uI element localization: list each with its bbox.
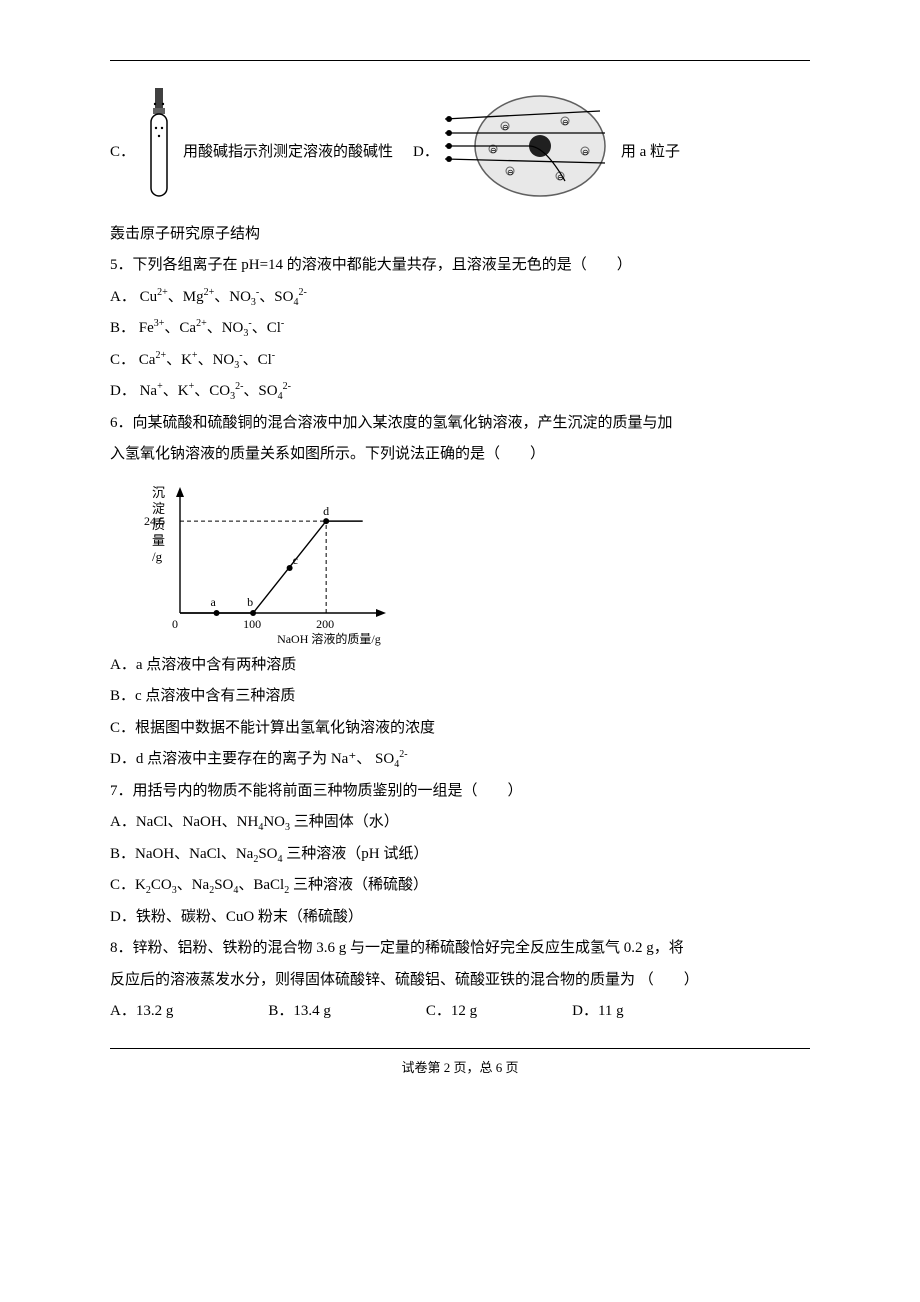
q7-stem: 7．用括号内的物质不能将前面三种物质鉴别的一组是（ ） [110,776,810,808]
q8-options: A．13.2 g B．13.4 g C．12 g D．11 g [110,996,810,1028]
svg-text:d: d [323,504,329,518]
q5-c: C． Ca2+、K+、NO3-、Cl- [110,345,810,377]
q6-b: B．c 点溶液中含有三种溶质 [110,681,810,713]
q6-a: A．a 点溶液中含有两种溶质 [110,650,810,682]
q5-d-ions: Na+、K+、CO32-、SO42- [140,376,291,408]
page-footer: 试卷第 2 页，总 6 页 [110,1054,810,1081]
q8-b: B．13.4 g [268,996,331,1028]
q7-b-text: B．NaOH、NaCl、Na2SO4 三种溶液（pH 试纸） [110,846,428,862]
q7-a: A．NaCl、NaOH、NH4NO3 三种固体（水） [110,807,810,839]
q5-a-ions: Cu2+、Mg2+、NO3-、SO42- [140,282,307,314]
atom-diagram-icon: ⊖ ⊖ ⊖ ⊖ ⊖ ⊖ 1 2 3 4 [445,91,615,214]
q5-a-prefix: A． [110,289,136,305]
page: C． 用酸碱指示剂测定溶液的酸碱性 D． ⊖ ⊖ ⊖ ⊖ [0,0,920,1302]
q7-b: B．NaOH、NaCl、Na2SO4 三种溶液（pH 试纸） [110,839,810,871]
q7-c: C．K2CO3、Na2SO4、BaCl2 三种溶液（稀硫酸） [110,870,810,902]
svg-text:100: 100 [243,617,261,631]
q7-d: D．铁粉、碳粉、CuO 粉末（稀硫酸） [110,902,810,934]
svg-text:0: 0 [172,617,178,631]
q7-a-text: A．NaCl、NaOH、NH4NO3 三种固体（水） [110,814,399,830]
option-c-caption: 用酸碱指示剂测定溶液的酸碱性 [183,137,393,169]
q6-stem2: 入氢氧化钠溶液的质量关系如图所示。下列说法正确的是（ ） [110,439,810,471]
q5-c-ions: Ca2+、K+、NO3-、Cl- [139,345,275,377]
q6-stem1: 6．向某硫酸和硫酸铜的混合溶液中加入某浓度的氢氧化钠溶液，产生沉淀的质量与加 [110,408,810,440]
svg-text:c: c [293,553,298,567]
svg-text:NaOH 溶液的质量/g: NaOH 溶液的质量/g [277,631,381,646]
option-row-cd: C． 用酸碱指示剂测定溶液的酸碱性 D． ⊖ ⊖ ⊖ ⊖ [110,86,810,219]
top-rule [110,60,810,61]
svg-text:b: b [247,595,253,609]
q8-stem1: 8．锌粉、铝粉、铁粉的混合物 3.6 g 与一定量的稀硫酸恰好完全反应生成氢气 … [110,933,810,965]
q5-b-ions: Fe3+、Ca2+、NO3-、Cl- [139,313,285,345]
svg-text:a: a [211,595,217,609]
bottom-rule [110,1048,810,1049]
q5-b-prefix: B． [110,320,135,336]
q5-d-prefix: D． [110,383,136,399]
q5-d: D． Na+、K+、CO32-、SO42- [110,376,810,408]
svg-text:⊖: ⊖ [562,118,569,127]
option-d-tail: 用 a 粒子 [621,137,680,169]
q8-c: C．12 g [426,996,477,1028]
q8-d: D．11 g [572,996,624,1028]
q6-d-pre: D．d 点溶液中主要存在的离子为 Na⁺、 [110,751,371,767]
q5-a: A． Cu2+、Mg2+、NO3-、SO42- [110,282,810,314]
q6-d-formula: SO42- [375,744,408,776]
svg-text:⊖: ⊖ [582,148,589,157]
svg-text:⊖: ⊖ [490,146,497,155]
continuation-line: 轰击原子研究原子结构 [110,219,810,251]
svg-text:24.5: 24.5 [144,514,165,528]
svg-text:⊖: ⊖ [507,168,514,177]
q6-c: C．根据图中数据不能计算出氢氧化钠溶液的浓度 [110,713,810,745]
q5-b: B． Fe3+、Ca2+、NO3-、Cl- [110,313,810,345]
q6-chart: 沉淀质量/g24.5abcd0100200NaOH 溶液的质量/g [130,473,390,648]
svg-text:沉: 沉 [152,485,165,500]
option-c-prefix: C． [110,137,135,169]
q5-stem: 5．下列各组离子在 pH=14 的溶液中都能大量共存，且溶液呈无色的是（ ） [110,250,810,282]
q5-c-prefix: C． [110,352,135,368]
svg-text:⊖: ⊖ [502,123,509,132]
q6-d: D．d 点溶液中主要存在的离子为 Na⁺、 SO42- [110,744,810,776]
svg-text:/g: /g [152,549,163,564]
q8-stem2: 反应后的溶液蒸发水分，则得固体硫酸锌、硫酸铝、硫酸亚铁的混合物的质量为 （ ） [110,965,810,997]
svg-text:200: 200 [316,617,334,631]
option-d-prefix: D． [413,137,439,169]
test-tube-icon [141,86,177,219]
q8-a: A．13.2 g [110,996,173,1028]
svg-text:量: 量 [152,533,165,548]
q7-c-text: C．K2CO3、Na2SO4、BaCl2 三种溶液（稀硫酸） [110,877,428,893]
